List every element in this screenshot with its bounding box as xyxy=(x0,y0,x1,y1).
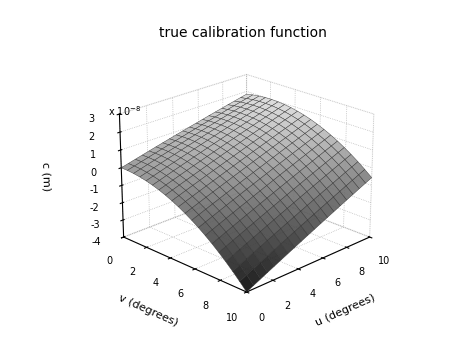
Text: x 10$^{-8}$: x 10$^{-8}$ xyxy=(108,105,141,119)
Y-axis label: v (degrees): v (degrees) xyxy=(117,293,179,328)
X-axis label: u (degrees): u (degrees) xyxy=(314,293,377,328)
Title: true calibration function: true calibration function xyxy=(159,26,327,40)
